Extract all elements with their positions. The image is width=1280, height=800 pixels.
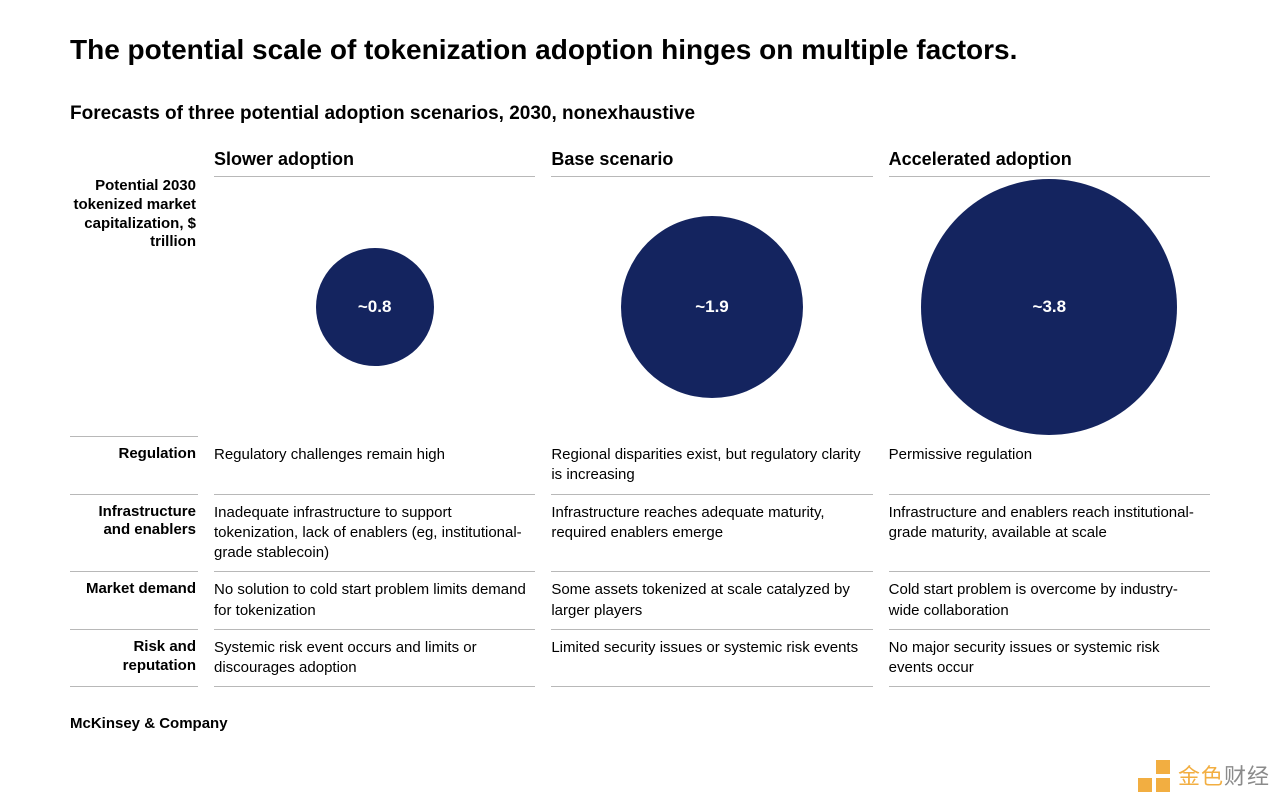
source-attribution: McKinsey & Company: [70, 715, 1210, 732]
subtitle: Forecasts of three potential adoption sc…: [70, 103, 1210, 125]
cell-risk-base: Limited security issues or systemic risk…: [551, 630, 872, 688]
row-label-risk-reputation: Risk and reputation: [70, 630, 198, 688]
cell-risk-slower: Systemic risk event occurs and limits or…: [214, 630, 535, 688]
watermark-icon: [1138, 758, 1172, 792]
page-title: The potential scale of tokenization adop…: [70, 32, 1210, 67]
watermark-text: 金色财经: [1178, 759, 1270, 791]
bubble-value-base: ~1.9: [695, 297, 729, 317]
column-header-slower: Slower adoption: [214, 143, 535, 177]
row-label-marketcap: Potential 2030 tokenized market capitali…: [70, 177, 198, 437]
row-label-market-demand: Market demand: [70, 572, 198, 630]
cell-marketdemand-accelerated: Cold start problem is overcome by indust…: [889, 572, 1210, 630]
bubble-value-accelerated: ~3.8: [1033, 297, 1067, 317]
bubble-cell-slower: ~0.8: [214, 177, 535, 437]
bubble-slower: ~0.8: [316, 248, 434, 366]
cell-risk-accelerated: No major security issues or systemic ris…: [889, 630, 1210, 688]
bubble-base: ~1.9: [621, 216, 803, 398]
column-header-accelerated: Accelerated adoption: [889, 143, 1210, 177]
cell-infrastructure-slower: Inadequate infrastructure to support tok…: [214, 495, 535, 573]
cell-regulation-accelerated: Permissive regulation: [889, 437, 1210, 495]
row-label-infrastructure: Infrastructure and enablers: [70, 495, 198, 573]
cell-marketdemand-slower: No solution to cold start problem limits…: [214, 572, 535, 630]
watermark: 金色财经: [1138, 758, 1270, 792]
bubble-cell-accelerated: ~3.8: [889, 177, 1210, 437]
scenario-grid: Slower adoption Base scenario Accelerate…: [70, 143, 1210, 687]
bubble-value-slower: ~0.8: [358, 297, 392, 317]
bubble-accelerated: ~3.8: [921, 179, 1177, 435]
cell-infrastructure-accelerated: Infrastructure and enablers reach instit…: [889, 495, 1210, 573]
row-label-regulation: Regulation: [70, 437, 198, 495]
cell-infrastructure-base: Infrastructure reaches adequate maturity…: [551, 495, 872, 573]
column-header-base: Base scenario: [551, 143, 872, 177]
bubble-cell-base: ~1.9: [551, 177, 872, 437]
cell-marketdemand-base: Some assets tokenized at scale catalyzed…: [551, 572, 872, 630]
cell-regulation-base: Regional disparities exist, but regulato…: [551, 437, 872, 495]
cell-regulation-slower: Regulatory challenges remain high: [214, 437, 535, 495]
